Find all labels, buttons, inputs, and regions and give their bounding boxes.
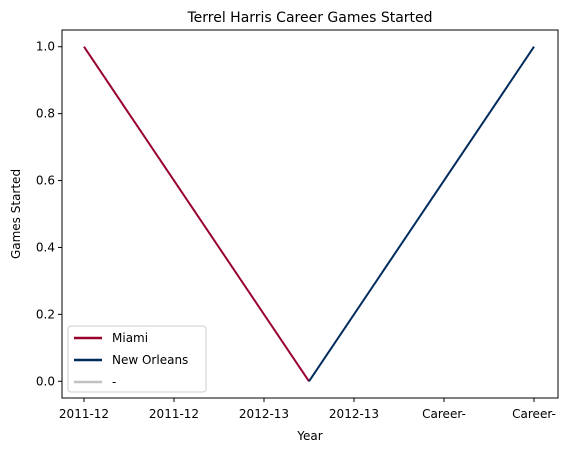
plot-frame — [61, 29, 559, 399]
legend: Miami New Orleans - — [67, 325, 207, 393]
x-tick-label: Career- — [422, 407, 466, 421]
legend-label-3: - — [112, 375, 116, 389]
x-tick-label: 2012-13 — [239, 407, 289, 421]
x-axis: 2011-12 2011-12 2012-13 2012-13 Career- Caree… — [59, 398, 556, 421]
x-tick-label: 2011-12 — [59, 407, 109, 421]
series-layer — [83, 46, 535, 382]
y-tick-label: 0.0 — [36, 374, 55, 388]
legend-items: Miami New Orleans - — [74, 331, 188, 389]
y-tick-label: 0.8 — [36, 107, 55, 121]
x-tick-label: Career- — [512, 407, 556, 421]
y-tick-label: 0.4 — [36, 240, 55, 254]
legend-box — [67, 325, 207, 393]
x-axis-label: Year — [296, 429, 322, 443]
y-axis: 0.0 0.2 0.4 0.6 0.8 1.0 — [36, 40, 62, 388]
legend-label-1: Miami — [112, 331, 148, 345]
y-tick-label: 0.6 — [36, 174, 55, 188]
series-line-2 — [308, 46, 535, 382]
series-line-1 — [83, 46, 310, 382]
x-tick-label: 2011-12 — [149, 407, 199, 421]
x-tick-label: 2012-13 — [329, 407, 379, 421]
y-axis-label: Games Started — [9, 169, 23, 259]
legend-label-2: New Orleans — [112, 353, 188, 367]
y-tick-label: 1.0 — [36, 40, 55, 54]
chart-title: Terrel Harris Career Games Started — [186, 10, 432, 26]
y-tick-label: 0.2 — [36, 307, 55, 321]
